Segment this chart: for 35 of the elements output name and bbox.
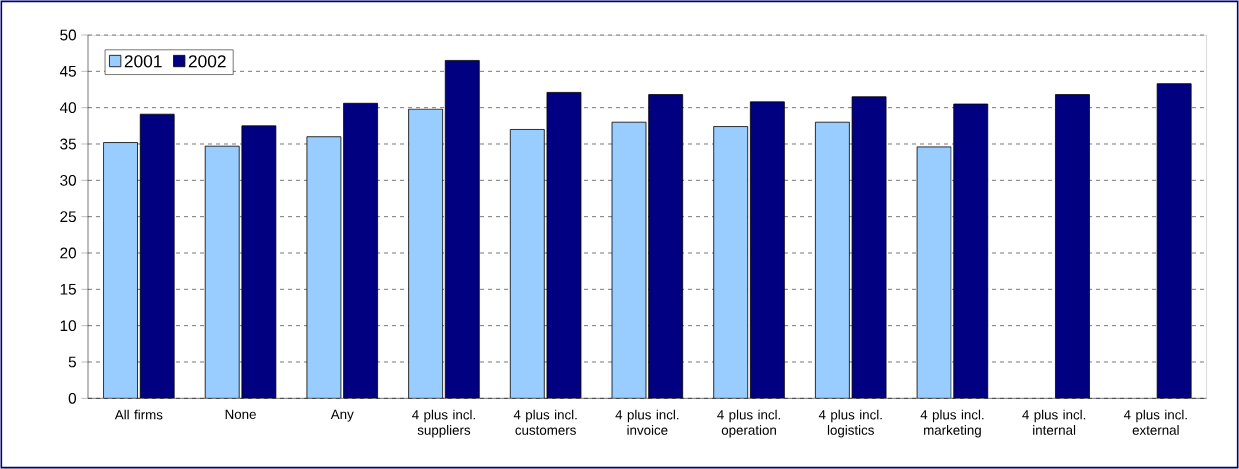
bar [241, 125, 277, 399]
bar [1156, 83, 1192, 399]
bar [648, 94, 684, 399]
y-tick-label: 0 [68, 392, 77, 404]
y-tick-label: 15 [60, 283, 76, 295]
y-tick-label: 30 [60, 174, 77, 186]
y-tick-label: 20 [60, 247, 77, 259]
bar [343, 102, 378, 399]
x-tick-label: 4 plus incl. suppliers [412, 409, 475, 438]
x-tick-label: 4 plus incl. external [1123, 409, 1187, 435]
legend-label: 2002 [188, 55, 226, 68]
bar [1055, 94, 1090, 399]
x-tick-label: 4 plus incl. operation [717, 409, 781, 438]
y-tick-label: 25 [60, 211, 76, 223]
bar [953, 103, 989, 399]
x-tick-label: 4 plus incl. internal [1022, 409, 1086, 435]
x-tick-label: 4 plus incl. marketing [920, 409, 984, 438]
x-tick-label: Any [330, 409, 354, 422]
x-tick-label: All firms [114, 409, 163, 420]
bar [546, 92, 582, 399]
y-tick-label: 10 [60, 320, 77, 332]
x-tick-label: 4 plus incl. customers [513, 409, 577, 435]
bar [444, 60, 480, 399]
bar [851, 96, 887, 399]
y-tick-label: 5 [68, 356, 76, 368]
y-tick-label: 50 [60, 29, 77, 41]
y-tick-label: 45 [59, 65, 76, 77]
y-tick-label: 40 [59, 102, 77, 114]
bar [749, 101, 785, 399]
bar [139, 113, 175, 399]
x-tick-label: None [225, 409, 256, 420]
legend-label: 2001 [124, 55, 162, 68]
x-tick-label: 4 plus incl. invoice [615, 409, 679, 435]
y-tick-label: 35 [60, 138, 76, 150]
x-tick-label: 4 plus incl. logistics [818, 409, 882, 438]
